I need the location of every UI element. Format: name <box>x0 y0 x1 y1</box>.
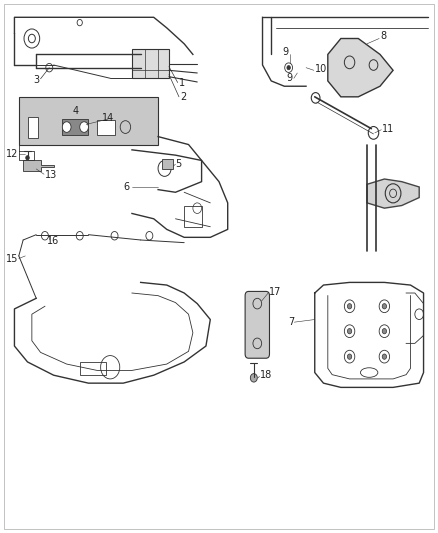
Bar <box>28 117 39 138</box>
Text: 15: 15 <box>6 254 18 263</box>
Circle shape <box>287 66 290 70</box>
Circle shape <box>382 304 387 309</box>
Text: 11: 11 <box>382 124 395 134</box>
FancyBboxPatch shape <box>245 292 269 358</box>
Text: 17: 17 <box>269 287 282 297</box>
Text: 2: 2 <box>180 92 186 102</box>
Bar <box>184 206 201 227</box>
Text: 14: 14 <box>102 113 114 123</box>
Circle shape <box>62 122 71 132</box>
Circle shape <box>382 328 387 334</box>
Text: 18: 18 <box>260 370 272 380</box>
Text: 4: 4 <box>72 106 78 116</box>
Circle shape <box>347 304 352 309</box>
Bar <box>19 97 158 144</box>
Bar <box>132 49 169 78</box>
Text: 12: 12 <box>6 149 18 159</box>
Text: 13: 13 <box>45 171 57 180</box>
Bar <box>162 159 173 169</box>
Bar <box>62 119 88 135</box>
Text: 16: 16 <box>47 236 59 246</box>
Text: 1: 1 <box>179 77 185 87</box>
Bar <box>80 362 106 375</box>
Text: 9: 9 <box>283 47 289 56</box>
Polygon shape <box>367 179 419 208</box>
Polygon shape <box>328 38 393 97</box>
Circle shape <box>347 328 352 334</box>
Text: 6: 6 <box>124 182 130 192</box>
Bar <box>97 120 115 135</box>
Text: 3: 3 <box>33 75 39 85</box>
Circle shape <box>80 122 88 132</box>
Text: 8: 8 <box>380 31 386 41</box>
Circle shape <box>251 374 257 382</box>
Text: 5: 5 <box>176 159 182 169</box>
Polygon shape <box>23 160 53 171</box>
Circle shape <box>347 354 352 359</box>
Text: 10: 10 <box>315 64 327 74</box>
Circle shape <box>382 354 387 359</box>
Text: 7: 7 <box>288 317 294 327</box>
Text: 9: 9 <box>287 73 293 83</box>
Circle shape <box>26 156 29 160</box>
